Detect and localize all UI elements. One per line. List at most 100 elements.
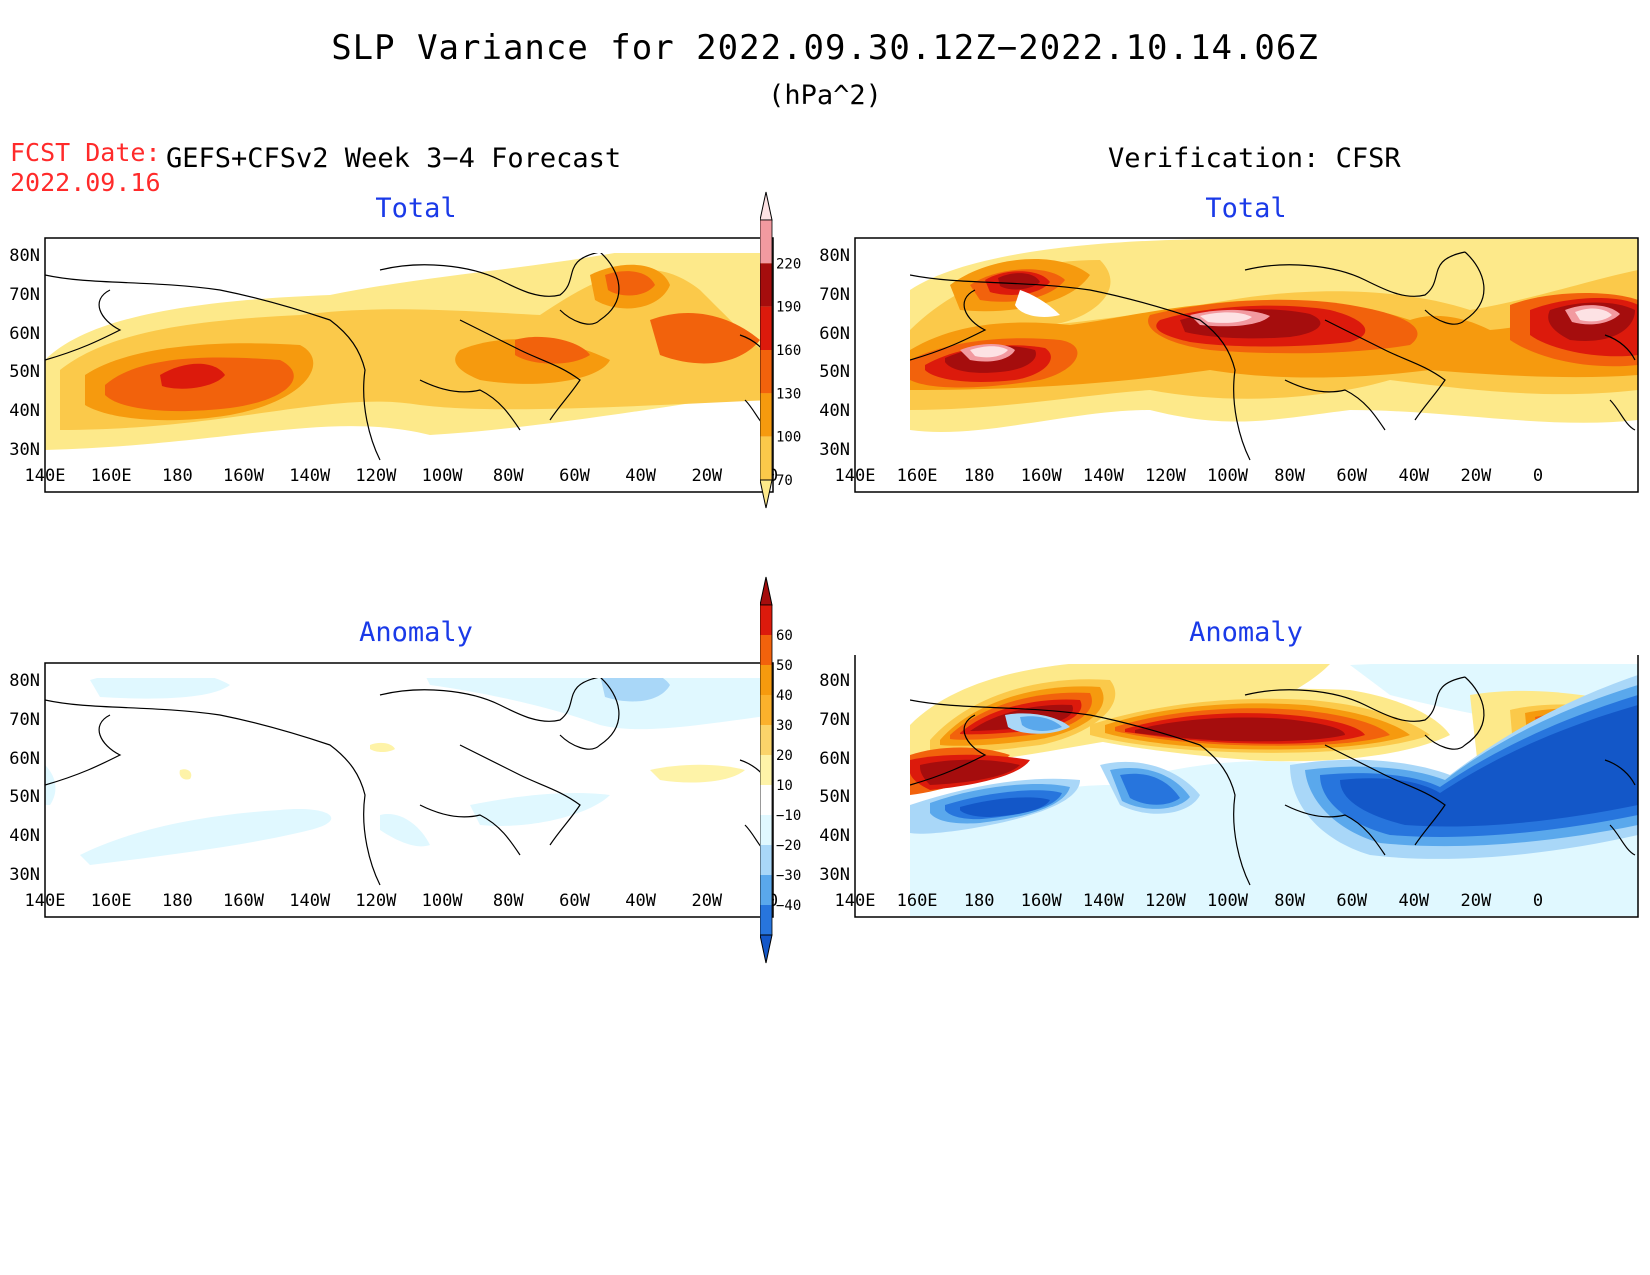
forecast-anomaly-lon-label: 120W	[355, 891, 397, 911]
verification-total-lon-label: 100W	[1207, 466, 1248, 486]
forecast-total-lat-label: 30N	[9, 440, 40, 460]
verification-anomaly-lon-label: 100W	[1207, 891, 1248, 911]
colorbar-segment	[760, 755, 772, 785]
forecast-total-lat-label: 50N	[9, 362, 40, 383]
colorbar-segment	[760, 725, 772, 755]
colorbar-segment	[760, 263, 772, 307]
forecast-total-lon-label: 140W	[289, 466, 331, 486]
fcst-date-block: FCST Date: 2022.09.16	[10, 138, 161, 198]
colorbar-tick-label: 20	[776, 748, 793, 764]
colorbar-segment	[760, 695, 772, 725]
forecast-anomaly-lon-label: 60W	[559, 891, 590, 911]
colorbar-tick-label: 100	[776, 430, 801, 446]
forecast-total-title: Total	[375, 193, 457, 224]
verification-anomaly-title: Anomaly	[1189, 617, 1303, 648]
forecast-anomaly-lat-label: 40N	[9, 826, 40, 847]
fcst-date-value: 2022.09.16	[10, 168, 161, 197]
forecast-total-lon-label: 120W	[355, 466, 397, 486]
verification-anomaly-lon-label: 0	[1532, 891, 1544, 911]
forecast-anomaly-lon-label: 140W	[289, 891, 331, 911]
forecast-model-name: GEFS+CFSv2 Week 3−4 Forecast	[166, 143, 622, 174]
colorbar-tick-label: 160	[776, 343, 801, 359]
forecast-total-lon-label: 160W	[223, 466, 264, 486]
forecast-total-lon-label: 0	[767, 466, 779, 486]
colorbar-segment	[760, 845, 772, 875]
forecast-anomaly-lon-label: 0	[767, 891, 779, 911]
colorbar-segment	[760, 436, 772, 480]
forecast-total-lat-label: 40N	[9, 401, 40, 422]
anomaly-colorbar: 60 50 40 30 20 10 −10 −20 −30 −40	[760, 576, 801, 964]
verification-anomaly-lon-label: 140E	[834, 891, 876, 911]
colorbar-tick-label: −30	[776, 868, 801, 884]
verification-anomaly-lon-label: 60W	[1336, 891, 1368, 911]
verification-anomaly-lat-label: 80N	[819, 671, 850, 691]
verification-anomaly-lat-label: 60N	[819, 748, 850, 769]
colorbar-segment	[760, 393, 772, 437]
verification-total-lat-label: 50N	[819, 362, 850, 383]
forecast-anomaly-lon-label: 140E	[24, 891, 66, 911]
colorbar-segment	[760, 875, 772, 905]
verification-anomaly-lon-label: 20W	[1460, 891, 1492, 911]
colorbar-tick-label: 60	[776, 628, 793, 644]
coastline-outline	[910, 676, 1636, 886]
verification-total-lon-label: 140W	[1082, 466, 1124, 486]
forecast-anomaly-title: Anomaly	[359, 617, 473, 648]
verification-total-lat-label: 80N	[819, 246, 850, 266]
verification-anomaly-lat-label: 50N	[819, 787, 850, 808]
colorbar-tick-label: −10	[776, 808, 801, 824]
verification-total-lon-label: 60W	[1336, 466, 1368, 486]
forecast-anomaly-lat-label: 60N	[9, 748, 40, 769]
verification-anomaly-map	[854, 655, 1639, 918]
forecast-anomaly-lon-label: 160W	[223, 891, 264, 911]
coastline-outline	[45, 253, 771, 461]
colorbar-tick-label: 190	[776, 300, 801, 316]
verification-total-lon-label: 160W	[1020, 466, 1062, 486]
forecast-anomaly-lon-label: 160E	[90, 891, 132, 911]
colorbar-segment	[760, 665, 772, 695]
verification-anomaly-lat-label: 40N	[819, 826, 850, 847]
forecast-anomaly-lon-label: 20W	[691, 891, 723, 911]
colorbar-tick-label: −40	[776, 898, 801, 914]
verification-total-lat-label: 70N	[819, 284, 850, 305]
forecast-anomaly-lon-label: 180	[162, 891, 193, 911]
colorbar-tick-label: 10	[776, 778, 793, 794]
page-title: SLP Variance for 2022.09.30.12Z−2022.10.…	[331, 28, 1319, 68]
forecast-total-lon-label: 180	[162, 466, 193, 486]
units-label: (hPa^2)	[768, 80, 882, 111]
forecast-anomaly-lon-label: 80W	[492, 891, 524, 911]
verification-anomaly-lon-label: 180	[963, 891, 995, 911]
colorbar-tick-label: −20	[776, 838, 801, 854]
verification-total-lon-label: 140E	[834, 466, 876, 486]
verification-total-shading	[910, 239, 1638, 433]
colorbar-segment	[760, 220, 772, 264]
colorbar-top-arrow	[760, 191, 773, 221]
forecast-anomaly-lat-label: 80N	[9, 671, 40, 691]
colorbar-top-arrow	[760, 576, 773, 606]
colorbar-segment	[760, 306, 772, 350]
forecast-anomaly-shading	[45, 678, 773, 865]
colorbar-segment	[760, 785, 772, 815]
verification-total-lon-label: 40W	[1398, 466, 1430, 486]
verification-anomaly-lon-label: 160E	[896, 891, 938, 911]
colorbar-bottom-arrow	[760, 934, 773, 964]
verification-anomaly-lat-label: 30N	[819, 865, 850, 885]
colorbar-tick-label: 130	[776, 386, 801, 402]
verification-total-lat-label: 30N	[819, 440, 850, 460]
verification-total-lon-label: 80W	[1274, 466, 1305, 486]
colorbar-segment	[760, 905, 772, 935]
coastline-outline	[910, 251, 1636, 461]
verification-anomaly-lon-label: 80W	[1274, 891, 1305, 911]
forecast-total-lon-label: 80W	[492, 466, 524, 486]
verification-total-lon-label: 180	[963, 466, 995, 486]
colorbar-tick-label: 40	[776, 688, 793, 704]
forecast-anomaly-lat-label: 50N	[9, 787, 40, 808]
forecast-total-lon-label: 140E	[24, 466, 66, 486]
verification-total-lon-label: 120W	[1144, 466, 1186, 486]
colorbar-tick-label: 30	[776, 718, 793, 734]
forecast-anomaly-lat-label: 30N	[9, 865, 40, 885]
fcst-date-label: FCST Date:	[10, 138, 161, 167]
verification-anomaly-lon-label: 140W	[1082, 891, 1124, 911]
forecast-total-shading	[45, 253, 773, 450]
verification-anomaly-lon-label: 40W	[1398, 891, 1430, 911]
colorbar-segment	[760, 815, 772, 845]
